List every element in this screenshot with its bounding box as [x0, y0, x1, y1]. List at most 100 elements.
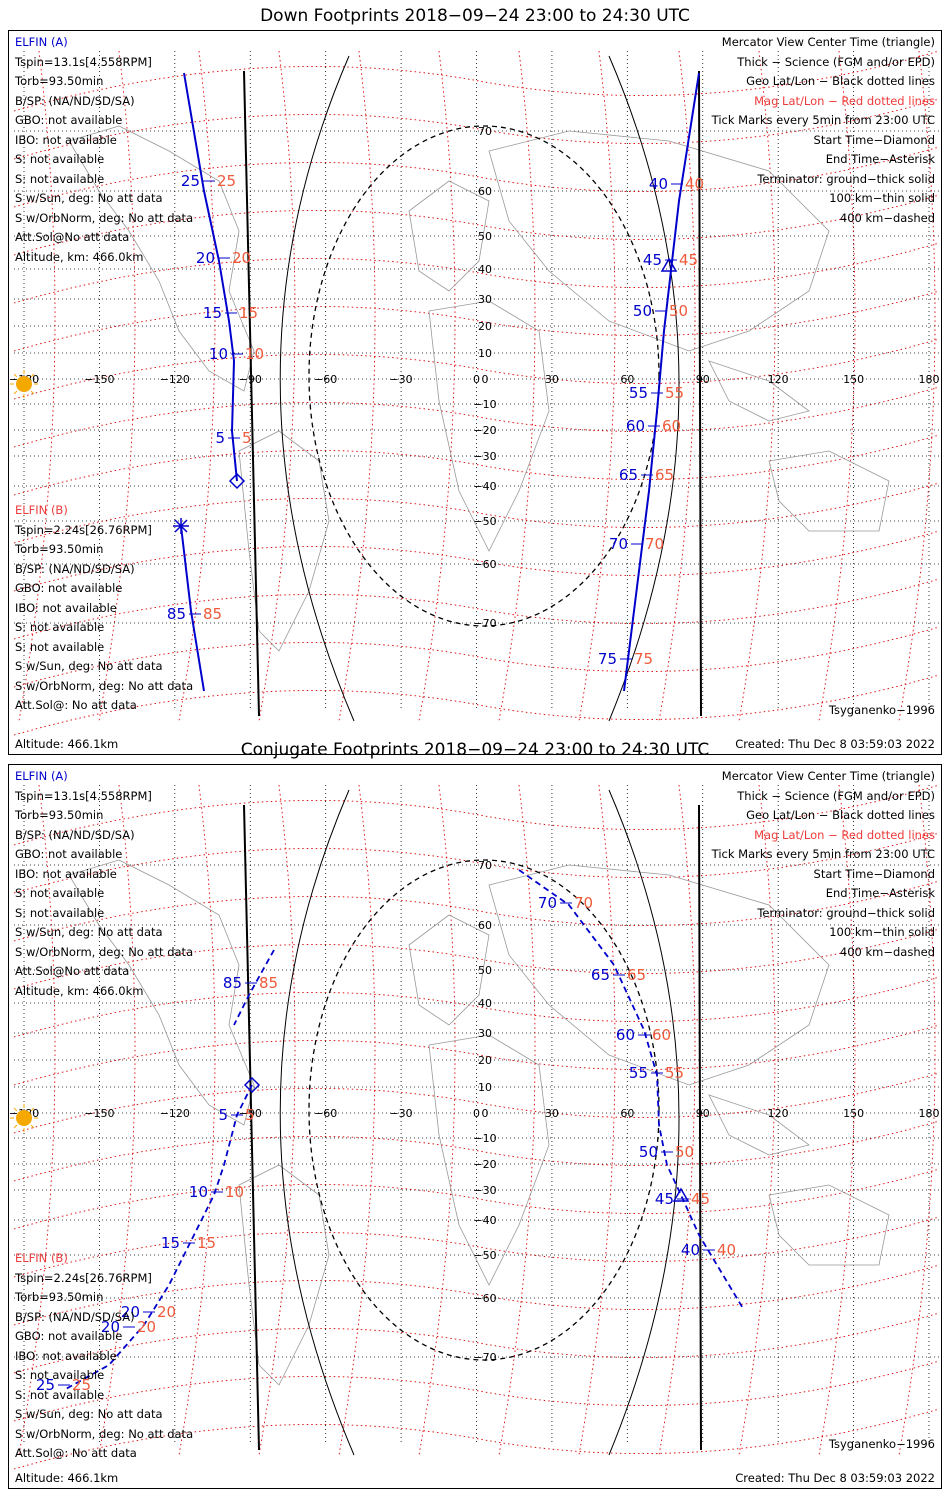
lat-tick-label: 20: [478, 1054, 492, 1067]
lat-tick-label: 60: [478, 919, 492, 932]
lon-tick-label: 120: [768, 373, 789, 386]
lon-tick-label: −30: [389, 373, 412, 386]
elfin-a-tick-red: 20: [157, 1303, 176, 1321]
elfin-a-tick-blue: 85: [223, 974, 242, 992]
map-canvas[interactable]: −180−150−120−90−60−300306090120150180706…: [9, 765, 941, 1488]
lon-tick-label: −60: [314, 373, 337, 386]
right-track-tick-blue: 60: [626, 417, 645, 435]
elfin-a-info: ELFIN (A) Tspin=13.1s[4.558RPM] Torb=93.…: [15, 33, 193, 267]
legend-item: Terminator: ground−thick solid: [757, 905, 935, 920]
sun-ray: [13, 1124, 18, 1129]
coastline: [428, 1034, 550, 1286]
lon-tick-label: 90: [696, 373, 710, 386]
map-canvas[interactable]: −180−150−120−90−60−300306090120150180706…: [9, 31, 941, 754]
right-track-tick-blue: 50: [633, 302, 652, 320]
elfin-a-tick-red: 25: [72, 1376, 91, 1394]
lon-tick-label: −120: [160, 373, 190, 386]
coastline: [708, 1094, 810, 1156]
right-track-tick-red: 40: [685, 175, 704, 193]
lat-tick-label: 10: [478, 347, 492, 360]
lon-tick-label: 180: [919, 1107, 940, 1120]
elfin-a-tick-red: 15: [197, 1234, 216, 1252]
model-label: Tsyganenko−1996: [828, 1437, 935, 1451]
elfin-a-tick-red: 15: [239, 304, 258, 322]
right-track-tick-red: 75: [634, 650, 653, 668]
elfin-a-track-north: [233, 949, 275, 1026]
elfin-a-tick-red: 5: [245, 1106, 255, 1124]
info-line: S w/Sun, deg: No att data: [15, 1407, 163, 1421]
mag-meridian: [258, 784, 296, 1456]
lon-tick-label: −150: [84, 1107, 114, 1120]
terminator-ground: [243, 70, 260, 717]
info-line: S w/OrbNorm, deg: No att data: [15, 678, 194, 693]
elfin-a-tick-blue: 25: [36, 1376, 55, 1394]
elfin-b-tick-blue: 85: [167, 605, 186, 623]
elfin-a-tick-blue: 15: [203, 304, 222, 322]
info-line: Tspin=13.1s[4.558RPM]: [15, 788, 152, 803]
model-label: Tsyganenko−1996: [828, 703, 935, 717]
mag-meridian: [578, 784, 616, 1456]
elfin-b-info: ELFIN (B) Tspin=2.24s[26.76RPM] Torb=93.…: [15, 1249, 193, 1464]
legend-item: Start Time−Diamond: [813, 866, 935, 881]
terminator-ground: [698, 70, 702, 717]
info-line: S w/OrbNorm, deg: No att data: [15, 210, 194, 225]
mag-parallel: [13, 1120, 940, 1182]
right-track-tick-red: 65: [655, 466, 674, 484]
elfin-a-tick-blue: 20: [101, 1318, 120, 1336]
lat-tick-label: 30: [478, 1027, 492, 1040]
right-track: [623, 72, 700, 692]
info-line: Tspin=2.24s[26.76RPM]: [15, 522, 152, 537]
elfin-a-track: [63, 1084, 253, 1391]
lat-tick-label: −10: [473, 398, 496, 411]
legend-item: Mercator View Center Time (triangle): [721, 35, 935, 49]
right-track-tick-red: 45: [679, 251, 698, 269]
sun-icon: [10, 1104, 38, 1132]
legend-item: 100 km−thin solid: [829, 191, 935, 205]
elfin-a-tick-blue: 5: [218, 1106, 228, 1124]
right-track-tick-blue: 65: [619, 466, 638, 484]
mag-meridian: [98, 784, 136, 1456]
mag-meridian: [258, 50, 296, 722]
elfin-a-tick-blue: 25: [181, 172, 200, 190]
right-track-tick-blue: 65: [591, 966, 610, 984]
legend-item: Mag Lat/Lon − Red dotted lines: [754, 827, 935, 842]
coastline: [768, 450, 890, 532]
map-panel-conjugate: −180−150−120−90−60−300306090120150180706…: [8, 764, 942, 1489]
right-track-tick-red: 70: [574, 894, 593, 912]
sun-ray: [30, 1107, 35, 1112]
elfin-a-tick-red: 20: [137, 1318, 156, 1336]
elfin-a-track: [183, 72, 238, 482]
lat-tick-label: 50: [478, 964, 492, 977]
lat-tick-label: −50: [473, 1249, 496, 1262]
mag-meridian: [338, 50, 376, 722]
lat-tick-label: −30: [473, 1184, 496, 1197]
lon-tick-label: −90: [239, 373, 262, 386]
lat-tick-label: −20: [473, 1158, 496, 1171]
end-asterisk: [173, 518, 189, 534]
mag-meridian: [658, 50, 696, 722]
info-line: IBO: not available: [15, 1348, 117, 1363]
lat-tick-label: 20: [478, 320, 492, 333]
asterisk-stroke: [174, 519, 188, 533]
elfin-a-tick-blue: 15: [161, 1234, 180, 1252]
elfin-a-tick-blue: 10: [189, 1183, 208, 1201]
lat-tick-label: −20: [473, 424, 496, 437]
coastline: [768, 1184, 890, 1266]
legend-item: End Time−Asterisk: [825, 152, 935, 166]
start-diamond: [243, 1076, 261, 1094]
mag-meridian: [498, 784, 536, 1456]
legend-item: Tick Marks every 5min from 23:00 UTC: [711, 847, 935, 861]
lon-tick-label: 120: [768, 1107, 789, 1120]
terminator-100km: [608, 55, 680, 722]
coastline: [488, 864, 830, 1086]
lon-tick-label: 150: [843, 373, 864, 386]
mag-parallel: [13, 386, 940, 448]
elfin-a-tick-red: 85: [259, 974, 278, 992]
lon-tick-label: 30: [545, 373, 559, 386]
coastline: [428, 300, 550, 552]
lat-tick-label: 70: [478, 125, 492, 138]
info-line: Tspin=13.1s[4.558RPM]: [15, 54, 152, 69]
lat-tick-label: −30: [473, 450, 496, 463]
mag-parallel: [13, 338, 940, 400]
mag-meridian: [178, 50, 216, 722]
